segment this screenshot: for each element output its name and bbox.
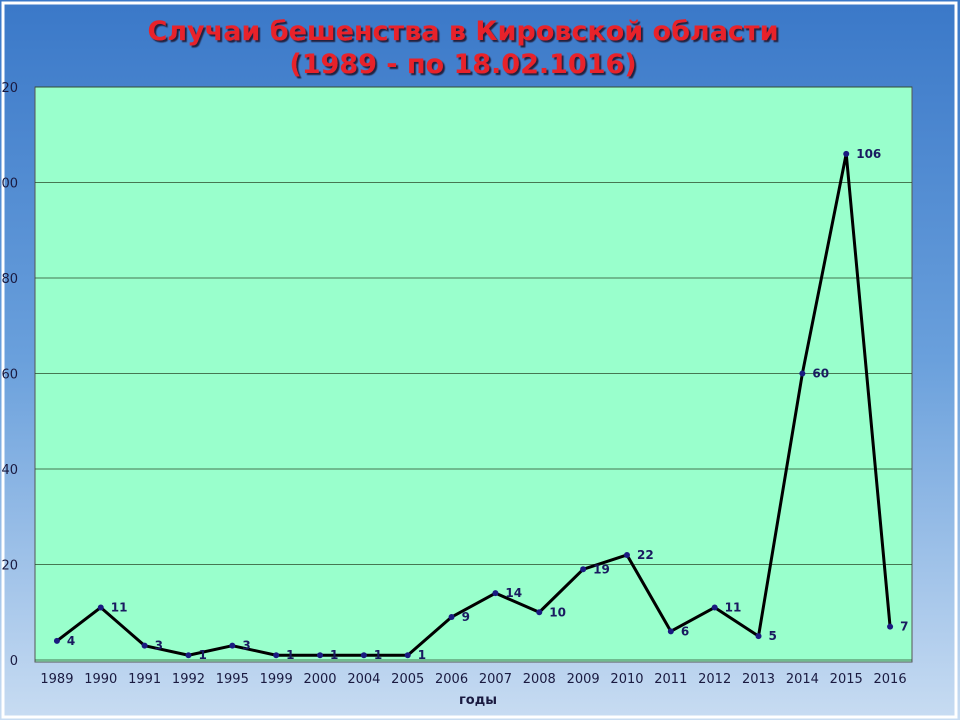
x-tick-label: 2014 [786, 672, 819, 687]
y-tick-label: 20 [1, 559, 18, 574]
x-tick-label: 2007 [479, 672, 512, 687]
data-label: 11 [111, 600, 128, 614]
y-tick-label: 100 [0, 177, 18, 192]
data-point [492, 590, 499, 597]
data-label: 22 [637, 548, 654, 562]
y-tick-label: 60 [1, 368, 18, 383]
data-label: 1 [198, 648, 206, 662]
data-label: 7 [900, 620, 908, 634]
x-tick-label: 2012 [698, 672, 731, 687]
x-tick-label: 2005 [391, 672, 424, 687]
data-label: 3 [155, 639, 163, 653]
x-tick-label: 2009 [567, 672, 600, 687]
data-label: 106 [856, 147, 881, 161]
data-point [536, 609, 543, 616]
x-tick-label: 2008 [523, 672, 556, 687]
data-point [97, 604, 104, 611]
data-point [448, 614, 455, 621]
data-label: 4 [67, 634, 75, 648]
y-tick-label: 120 [0, 81, 18, 96]
data-label: 10 [549, 605, 566, 619]
x-tick-label: 1990 [84, 672, 117, 687]
x-tick-label: 2016 [874, 672, 907, 687]
data-label: 1 [286, 648, 294, 662]
y-tick-label: 80 [1, 272, 18, 287]
x-tick-label: 2010 [610, 672, 643, 687]
data-point [53, 637, 60, 644]
data-point [667, 628, 674, 635]
x-tick-label: 2000 [303, 672, 336, 687]
x-tick-label: 1989 [40, 672, 73, 687]
data-label: 5 [769, 629, 777, 643]
x-tick-label: 2013 [742, 672, 775, 687]
data-point [317, 652, 324, 659]
x-tick-label: 1999 [260, 672, 293, 687]
y-tick-label: 40 [1, 463, 18, 478]
data-label: 14 [505, 586, 522, 600]
data-point [185, 652, 192, 659]
data-point [887, 623, 894, 630]
data-point [273, 652, 280, 659]
data-label: 6 [681, 624, 689, 638]
data-label: 3 [242, 639, 250, 653]
data-point [580, 566, 587, 573]
data-label: 11 [725, 600, 742, 614]
series-line [56, 152, 892, 657]
data-label: 19 [593, 562, 610, 576]
chart-title: Случаи бешенства в Кировской области [147, 16, 778, 47]
x-tick-label: 1992 [172, 672, 205, 687]
x-tick-label: 2015 [830, 672, 863, 687]
data-point [623, 551, 630, 558]
data-point [711, 604, 718, 611]
plot-area [34, 86, 913, 663]
data-label: 1 [330, 648, 338, 662]
x-tick-label: 1995 [216, 672, 249, 687]
data-point [799, 370, 806, 377]
data-label: 60 [812, 367, 829, 381]
data-point [843, 150, 850, 157]
data-label: 1 [418, 648, 426, 662]
data-point [404, 652, 411, 659]
data-point [755, 633, 762, 640]
x-tick-label: 2004 [347, 672, 380, 687]
x-tick-label: 2011 [654, 672, 687, 687]
data-point [229, 642, 236, 649]
data-label: 1 [374, 648, 382, 662]
data-point [141, 642, 148, 649]
x-tick-label: 1991 [128, 672, 161, 687]
data-point [360, 652, 367, 659]
x-tick-label: 2006 [435, 672, 468, 687]
data-label: 9 [462, 610, 470, 624]
y-tick-label: 0 [10, 654, 18, 669]
x-axis-title: годы [459, 693, 497, 708]
chart-subtitle: (1989 - по 18.02.1016) [289, 49, 636, 80]
